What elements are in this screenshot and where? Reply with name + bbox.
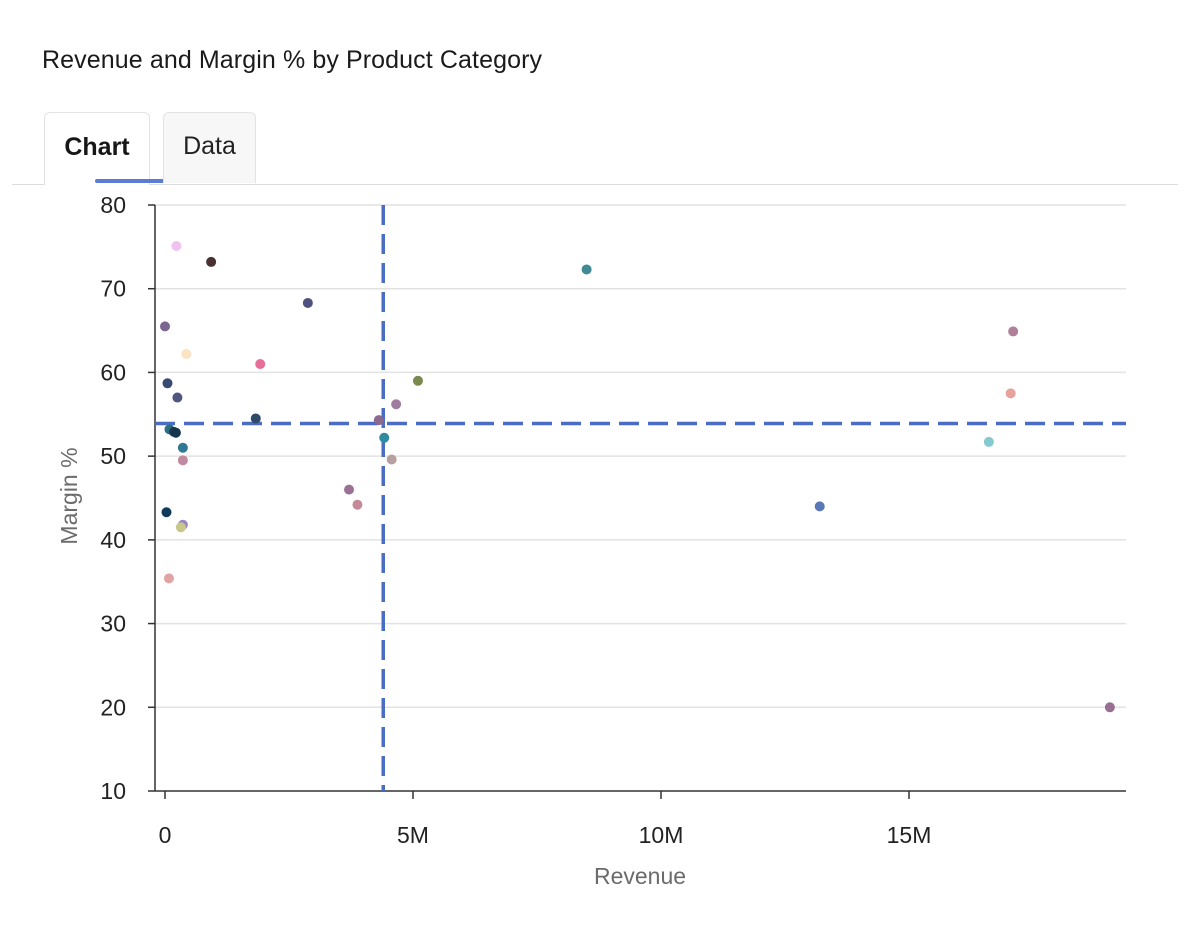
y-tick-label: 50	[100, 443, 126, 469]
data-point	[983, 436, 994, 447]
data-point	[206, 256, 217, 267]
y-tick-label: 30	[100, 611, 126, 637]
data-point	[1008, 326, 1019, 337]
data-point	[177, 455, 188, 466]
active-tab-indicator	[95, 179, 166, 183]
data-point	[250, 413, 261, 424]
data-point	[344, 484, 355, 495]
axes	[148, 204, 1126, 799]
data-point	[1104, 702, 1115, 713]
y-axis-title: Margin %	[56, 447, 82, 544]
data-point	[162, 378, 173, 389]
data-point	[391, 399, 402, 410]
data-points	[160, 241, 1115, 713]
y-tick-label: 60	[100, 359, 126, 385]
data-point	[177, 442, 188, 453]
gridlines	[155, 204, 1126, 709]
x-tick-label: 10M	[639, 822, 684, 848]
tab-chart[interactable]: Chart	[44, 112, 166, 185]
data-point	[302, 297, 313, 308]
data-point	[373, 415, 384, 426]
tab-data[interactable]: Data	[163, 112, 256, 183]
y-tick-label: 70	[100, 276, 126, 302]
data-point	[175, 522, 186, 533]
x-tick-label: 0	[159, 822, 172, 848]
data-point	[163, 573, 174, 584]
data-point	[161, 507, 172, 518]
axis-labels: 10 20 30 40 50 60 70 80 0 5M 10M 15M Revenue Margin %	[56, 192, 931, 889]
y-tick-label: 10	[100, 778, 126, 804]
data-point	[1005, 388, 1016, 399]
data-point	[160, 321, 170, 332]
tab-chart-label: Chart	[64, 132, 130, 161]
x-tick-label: 15M	[887, 822, 932, 848]
data-point	[814, 501, 825, 512]
data-point	[379, 432, 390, 443]
data-point	[412, 375, 423, 386]
data-point	[171, 241, 182, 252]
data-point	[255, 359, 266, 370]
tab-data-label: Data	[183, 131, 236, 160]
data-point	[581, 264, 592, 275]
data-point	[170, 427, 181, 438]
data-point	[386, 454, 397, 465]
reference-lines	[155, 205, 1126, 791]
tab-bar: Chart Data	[12, 112, 1178, 185]
chart-title: Revenue and Margin % by Product Category	[42, 46, 543, 74]
y-tick-label: 80	[100, 192, 126, 218]
data-point	[352, 499, 363, 510]
x-tick-label: 5M	[397, 822, 429, 848]
y-tick-label: 20	[100, 694, 126, 720]
y-tick-label: 40	[100, 527, 126, 553]
x-axis-title: Revenue	[594, 863, 686, 889]
data-point	[181, 349, 192, 360]
data-point	[172, 392, 183, 403]
